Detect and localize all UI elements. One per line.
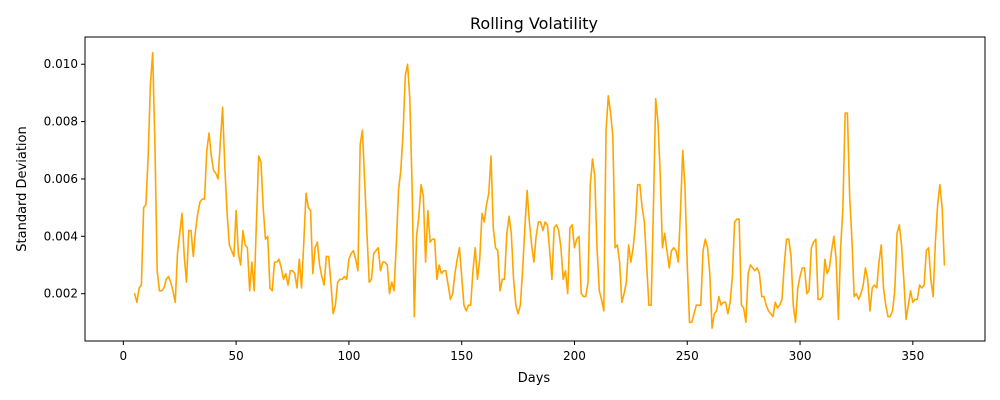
y-axis-ticks: 0.002 0.004 0.006 0.008 0.010 <box>44 57 85 301</box>
x-axis-label: Days <box>518 371 551 386</box>
y-tick-label: 0.004 <box>44 229 78 243</box>
y-axis-label: Standard Deviation <box>15 126 30 251</box>
x-tick-label: 0 <box>120 349 128 363</box>
x-tick-label: 100 <box>337 349 360 363</box>
chart-title: Rolling Volatility <box>470 14 598 33</box>
x-tick-label: 200 <box>563 349 586 363</box>
x-tick-label: 300 <box>789 349 812 363</box>
axes-frame <box>84 36 986 342</box>
series-line-0 <box>133 51 946 329</box>
y-tick-label: 0.002 <box>44 287 78 301</box>
x-tick-label: 150 <box>450 349 473 363</box>
x-axis-ticks: 0 50 100 150 200 250 300 350 <box>120 341 924 363</box>
x-tick-label: 250 <box>676 349 699 363</box>
y-tick-label: 0.008 <box>44 115 78 129</box>
x-tick-label: 50 <box>228 349 243 363</box>
x-tick-label: 350 <box>901 349 924 363</box>
y-tick-label: 0.010 <box>44 57 78 71</box>
y-tick-label: 0.006 <box>44 172 78 186</box>
plot-area <box>133 51 946 329</box>
